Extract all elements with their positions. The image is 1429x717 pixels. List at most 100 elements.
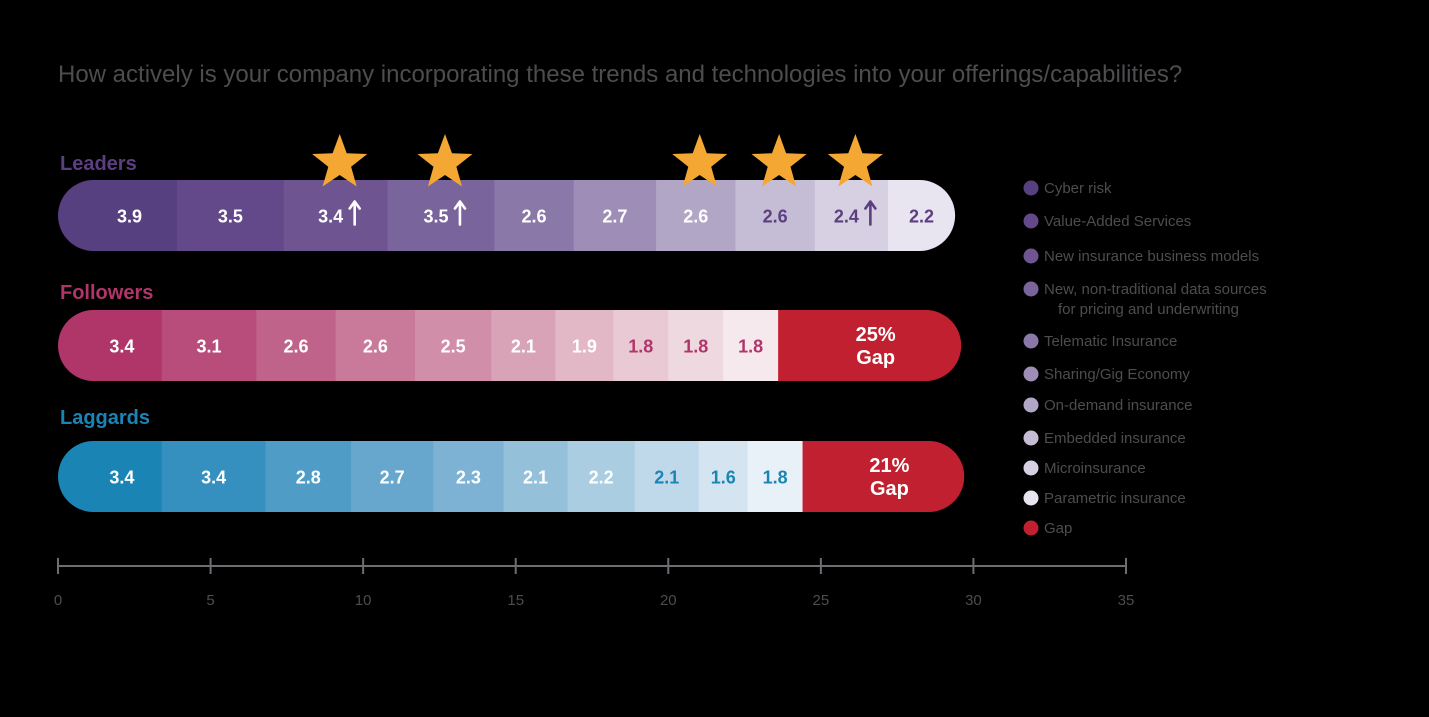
followers-segment-5 bbox=[415, 310, 492, 381]
leaders-segment-4 bbox=[387, 180, 495, 251]
legend-label-5: Telematic Insurance bbox=[1044, 333, 1177, 350]
laggards-gap-percent-label: 21% bbox=[869, 455, 909, 477]
legend-label-11: Gap bbox=[1044, 520, 1072, 537]
followers-segment-8 bbox=[613, 310, 669, 381]
bar-leaders bbox=[58, 180, 956, 251]
laggards-value-label-1: 3.4 bbox=[109, 468, 134, 488]
x-axis-tick-label-20: 20 bbox=[660, 592, 677, 609]
followers-segment-3 bbox=[256, 310, 337, 381]
leaders-segment-1 bbox=[58, 180, 178, 251]
leaders-segment-10 bbox=[887, 180, 956, 251]
laggards-value-label-3: 2.8 bbox=[296, 468, 321, 488]
laggards-gap-text-label: Gap bbox=[870, 478, 909, 500]
followers-segment-7 bbox=[555, 310, 614, 381]
leaders-segment-8 bbox=[735, 180, 816, 251]
followers-segment-2 bbox=[161, 310, 257, 381]
laggards-segment-6 bbox=[503, 441, 569, 512]
laggards-segment-4 bbox=[350, 441, 434, 512]
laggards-segment-8 bbox=[634, 441, 700, 512]
legend-label-4-line-2: for pricing and underwriting bbox=[1058, 301, 1239, 318]
group-label-leaders: Leaders bbox=[60, 153, 137, 175]
laggards-value-label-10: 1.8 bbox=[763, 468, 788, 488]
followers-value-label-4: 2.6 bbox=[363, 337, 388, 357]
followers-segment-6 bbox=[491, 310, 556, 381]
leaders-star-icon-4 bbox=[417, 134, 473, 187]
followers-value-label-3: 2.6 bbox=[283, 337, 308, 357]
laggards-gap-segment bbox=[802, 441, 965, 512]
up-arrow-head bbox=[864, 200, 877, 210]
followers-gap-text-label: Gap bbox=[856, 347, 895, 369]
laggards-segment-10 bbox=[747, 441, 804, 512]
legend-swatch-3 bbox=[1023, 248, 1039, 264]
leaders-segment-6 bbox=[573, 180, 657, 251]
laggards-segment-1 bbox=[58, 441, 163, 512]
bar-followers bbox=[58, 310, 962, 381]
up-arrow-head bbox=[453, 200, 467, 210]
legend-label-8: Embedded insurance bbox=[1044, 430, 1186, 447]
leaders-up-arrow-icon-4 bbox=[453, 200, 467, 226]
leaders-up-arrow-icon-9 bbox=[864, 200, 877, 226]
followers-gap-percent-label: 25% bbox=[856, 324, 896, 346]
legend-label-1: Cyber risk bbox=[1044, 180, 1112, 197]
legend-swatch-7 bbox=[1023, 397, 1039, 413]
legend-label-4: New, non-traditional data sources bbox=[1044, 281, 1267, 298]
x-axis-tick-label-15: 15 bbox=[507, 592, 524, 609]
leaders-value-label-8: 2.6 bbox=[763, 207, 788, 227]
leaders-up-arrow-icon-3 bbox=[348, 200, 361, 226]
followers-segment-9 bbox=[668, 310, 724, 381]
legend-label-6: Sharing/Gig Economy bbox=[1044, 366, 1190, 383]
bars: Leaders 3.9 3.5 3.4 3.5 2.6 2.7 2.6 2.6 2.4 2.2 Fol… bbox=[58, 134, 965, 512]
followers-value-label-7: 1.9 bbox=[572, 337, 597, 357]
legend-swatch-10 bbox=[1023, 490, 1039, 506]
x-axis-tick-label-25: 25 bbox=[813, 592, 830, 609]
followers-value-label-1: 3.4 bbox=[109, 337, 134, 357]
followers-segment-4 bbox=[335, 310, 416, 381]
leaders-value-label-7: 2.6 bbox=[683, 207, 708, 227]
legend-label-3: New insurance business models bbox=[1044, 248, 1259, 265]
leaders-value-label-3: 3.4 bbox=[318, 207, 343, 227]
leaders-value-label-1: 3.9 bbox=[117, 207, 142, 227]
x-axis-tick-label-35: 35 bbox=[1118, 592, 1135, 609]
laggards-value-label-8: 2.1 bbox=[654, 468, 679, 488]
laggards-value-label-2: 3.4 bbox=[201, 468, 226, 488]
leaders-value-label-10: 2.2 bbox=[909, 207, 934, 227]
followers-gap-segment bbox=[778, 310, 962, 381]
followers-value-label-9: 1.8 bbox=[683, 337, 708, 357]
leaders-star-icon-3 bbox=[312, 134, 368, 187]
x-axis-tick-label-10: 10 bbox=[355, 592, 372, 609]
laggards-value-label-7: 2.2 bbox=[589, 468, 614, 488]
followers-value-label-10: 1.8 bbox=[738, 337, 763, 357]
followers-value-label-2: 3.1 bbox=[197, 337, 222, 357]
leaders-value-label-5: 2.6 bbox=[522, 207, 547, 227]
legend: Cyber risk Value-Added Services New insura… bbox=[1023, 180, 1267, 537]
laggards-value-label-5: 2.3 bbox=[456, 468, 481, 488]
laggards-segment-2 bbox=[161, 441, 267, 512]
legend-swatch-5 bbox=[1023, 333, 1039, 349]
legend-label-7: On-demand insurance bbox=[1044, 397, 1192, 414]
legend-swatch-6 bbox=[1023, 366, 1039, 382]
leaders-segment-3 bbox=[283, 180, 389, 251]
bar-laggards bbox=[58, 441, 965, 512]
leaders-star-icon-9 bbox=[827, 134, 883, 187]
followers-value-label-6: 2.1 bbox=[511, 337, 536, 357]
leaders-value-label-6: 2.7 bbox=[602, 207, 627, 227]
leaders-value-label-2: 3.5 bbox=[218, 207, 243, 227]
leaders-segment-7 bbox=[656, 180, 737, 251]
legend-swatch-2 bbox=[1023, 213, 1039, 229]
laggards-segment-7 bbox=[567, 441, 636, 512]
leaders-star-icon-8 bbox=[751, 134, 807, 187]
followers-segment-1 bbox=[58, 310, 163, 381]
x-axis-tick-label-5: 5 bbox=[206, 592, 214, 609]
laggards-value-label-9: 1.6 bbox=[711, 468, 736, 488]
x-axis-tick-label-30: 30 bbox=[965, 592, 982, 609]
laggards-segment-3 bbox=[265, 441, 352, 512]
followers-value-label-5: 2.5 bbox=[441, 337, 466, 357]
x-axis-tick-label-0: 0 bbox=[54, 592, 62, 609]
laggards-value-label-6: 2.1 bbox=[523, 468, 548, 488]
leaders-value-label-4: 3.5 bbox=[423, 207, 448, 227]
leaders-value-label-9: 2.4 bbox=[834, 207, 859, 227]
group-label-followers: Followers bbox=[60, 282, 153, 304]
group-label-laggards: Laggards bbox=[60, 407, 150, 429]
legend-swatch-8 bbox=[1023, 430, 1039, 446]
